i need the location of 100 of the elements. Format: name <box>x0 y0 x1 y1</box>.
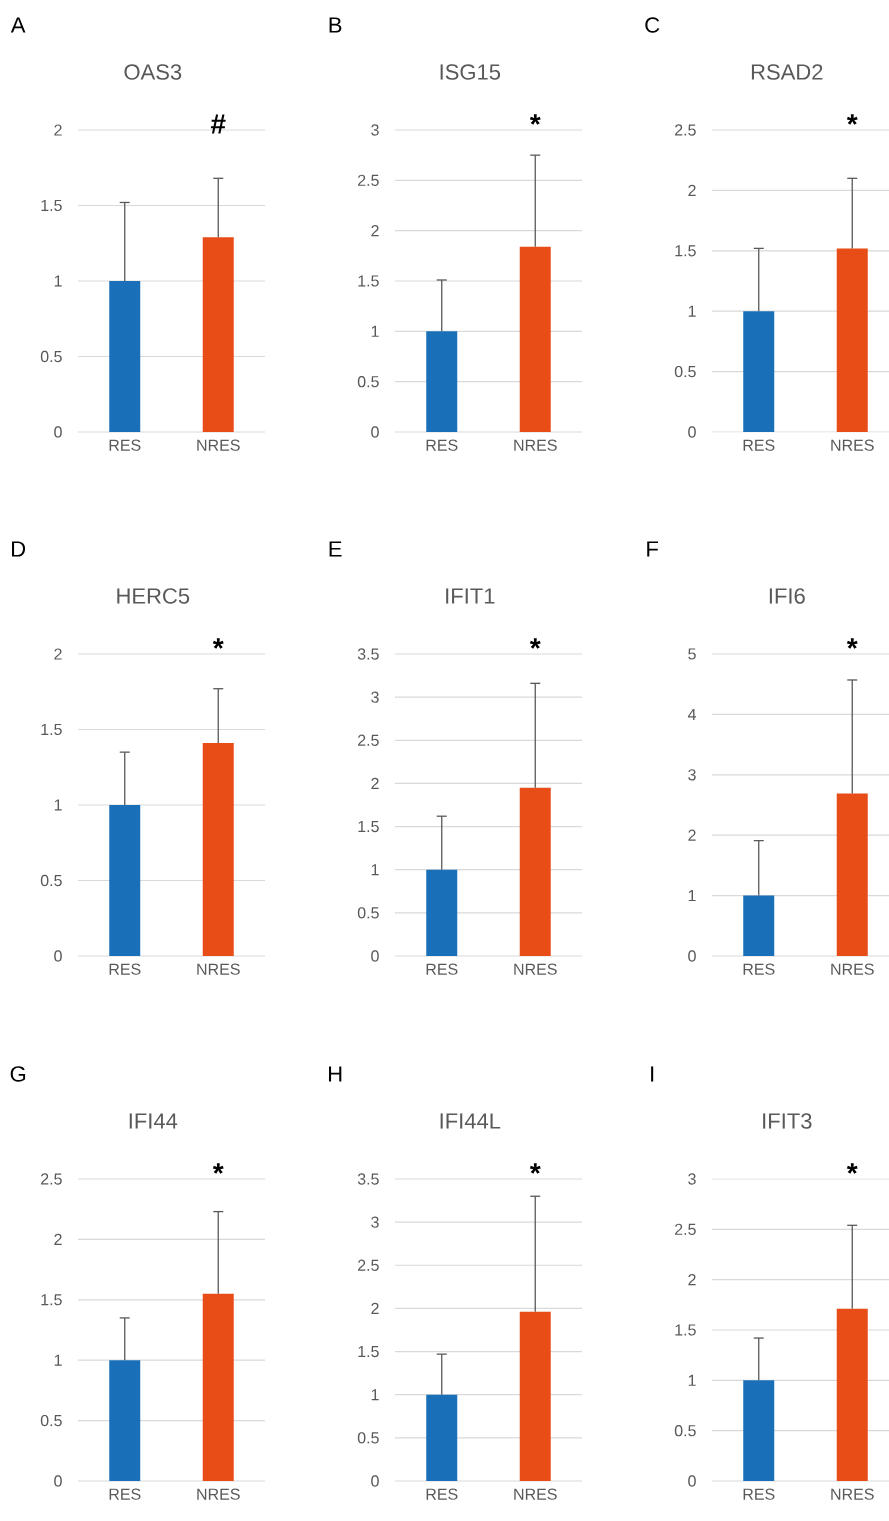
x-tick-label: NRES <box>514 439 557 451</box>
x-tick-label: RES <box>109 1488 141 1500</box>
y-tick-label: 1 <box>54 275 62 287</box>
y-tick-label: 0.5 <box>357 376 379 388</box>
y-tick-label: 0 <box>371 1475 379 1487</box>
text: * <box>529 1163 541 1174</box>
y-tick-label: 3 <box>371 1216 379 1228</box>
text: I <box>651 1066 654 1082</box>
x-tick-label: RES <box>426 1488 458 1500</box>
text: B <box>329 17 342 33</box>
x-tick-label: NRES <box>514 963 557 975</box>
chart-title: OAS3 <box>124 64 182 80</box>
x-tick-label: RES <box>109 963 141 975</box>
x-tick-label: NRES <box>197 963 240 975</box>
x-tick-label: RES <box>109 439 141 451</box>
text: C <box>645 17 660 33</box>
y-tick-label: 1 <box>688 1374 696 1386</box>
text: F <box>647 541 658 557</box>
y-tick-label: 0 <box>54 426 62 438</box>
x-tick-label: RES <box>426 439 458 451</box>
text: E <box>329 541 342 557</box>
y-tick-label: 0 <box>688 1475 696 1487</box>
text: D <box>12 541 26 557</box>
text: * <box>529 638 541 649</box>
annotation: # <box>210 114 226 134</box>
y-tick-label: 0 <box>688 950 696 962</box>
x-tick-label: RES <box>743 439 775 451</box>
chart-title: ISG15 <box>440 64 501 80</box>
y-tick-label: 1.5 <box>41 1294 62 1306</box>
chart-title: IFI6 <box>769 588 805 604</box>
y-tick-label: 3 <box>371 124 379 136</box>
y-tick-label: 0 <box>54 1475 62 1487</box>
y-tick-label: 0 <box>688 426 696 438</box>
x-tick-label: NRES <box>831 963 874 975</box>
y-tick-label: 1.5 <box>41 723 62 736</box>
x-tick-label: RES <box>426 963 458 975</box>
chart-title: HERC5 <box>117 588 190 604</box>
y-tick-label: 0.5 <box>40 874 62 887</box>
y-tick-label: 1 <box>688 305 696 317</box>
y-tick-label: 2 <box>688 184 696 196</box>
y-tick-label: 3.5 <box>357 1173 379 1185</box>
y-tick-label: 0 <box>54 950 62 962</box>
y-tick-label: 2.5 <box>675 1223 696 1235</box>
text: * <box>846 638 858 649</box>
y-tick-label: 3 <box>371 691 379 703</box>
x-tick-label: NRES <box>514 1488 557 1500</box>
x-tick-label: RES <box>743 963 775 975</box>
chart-title: RSAD2 <box>751 64 823 80</box>
y-tick-label: 1.5 <box>675 245 696 257</box>
y-tick-label: 1 <box>371 325 379 337</box>
y-tick-label: 0 <box>371 950 379 962</box>
text: * <box>529 114 541 125</box>
x-tick-label: NRES <box>831 1488 874 1500</box>
y-tick-label: 0 <box>371 426 379 438</box>
y-tick-label: 2.5 <box>358 734 379 746</box>
y-tick-label: 3 <box>688 769 696 781</box>
y-tick-label: 0.5 <box>40 1414 62 1427</box>
y-tick-label: 2 <box>54 124 62 136</box>
y-tick-label: 2 <box>688 829 696 841</box>
y-tick-label: 1.5 <box>358 820 379 833</box>
chart-title: IFI44 <box>129 1113 178 1129</box>
y-tick-label: 3 <box>688 1173 696 1185</box>
y-tick-label: 1 <box>54 1354 62 1366</box>
y-tick-label: 0.5 <box>674 365 696 378</box>
y-tick-label: 2.5 <box>41 1173 62 1185</box>
y-tick-label: 1 <box>371 1389 379 1401</box>
chart-title: IFI44L <box>440 1113 501 1129</box>
y-tick-label: 1.5 <box>675 1324 696 1336</box>
y-tick-label: 1.5 <box>41 199 62 212</box>
y-tick-label: 1 <box>371 864 379 876</box>
y-tick-label: 1 <box>54 799 62 811</box>
y-tick-label: 2 <box>371 1302 379 1314</box>
text: G <box>10 1066 26 1082</box>
chart-title: IFIT1 <box>446 588 495 604</box>
y-tick-label: 2 <box>371 777 379 790</box>
text: * <box>212 1163 224 1174</box>
x-tick-label: RES <box>743 1488 775 1500</box>
y-tick-label: 3.5 <box>357 648 379 660</box>
y-tick-label: 2 <box>54 648 62 660</box>
text: * <box>212 638 224 649</box>
x-tick-label: NRES <box>197 439 240 451</box>
y-tick-label: 1.5 <box>358 275 379 287</box>
text: H <box>329 1066 342 1082</box>
y-tick-label: 0.5 <box>357 907 379 919</box>
y-tick-label: 2.5 <box>675 124 696 136</box>
y-tick-label: 0.5 <box>40 350 62 363</box>
y-tick-label: 2 <box>688 1274 696 1286</box>
text: * <box>846 1163 858 1174</box>
y-tick-label: 0.5 <box>674 1424 696 1437</box>
x-tick-label: NRES <box>831 439 874 451</box>
y-tick-label: 0.5 <box>357 1432 379 1444</box>
chart-title: IFIT3 <box>763 1113 812 1129</box>
text: * <box>846 114 858 125</box>
y-tick-label: 2 <box>54 1233 62 1245</box>
y-tick-label: 2 <box>371 225 379 237</box>
y-tick-label: 1.5 <box>358 1345 379 1358</box>
y-tick-label: 4 <box>687 708 696 720</box>
x-tick-label: NRES <box>197 1488 240 1500</box>
y-tick-label: 5 <box>688 648 696 660</box>
text: A <box>10 17 26 33</box>
